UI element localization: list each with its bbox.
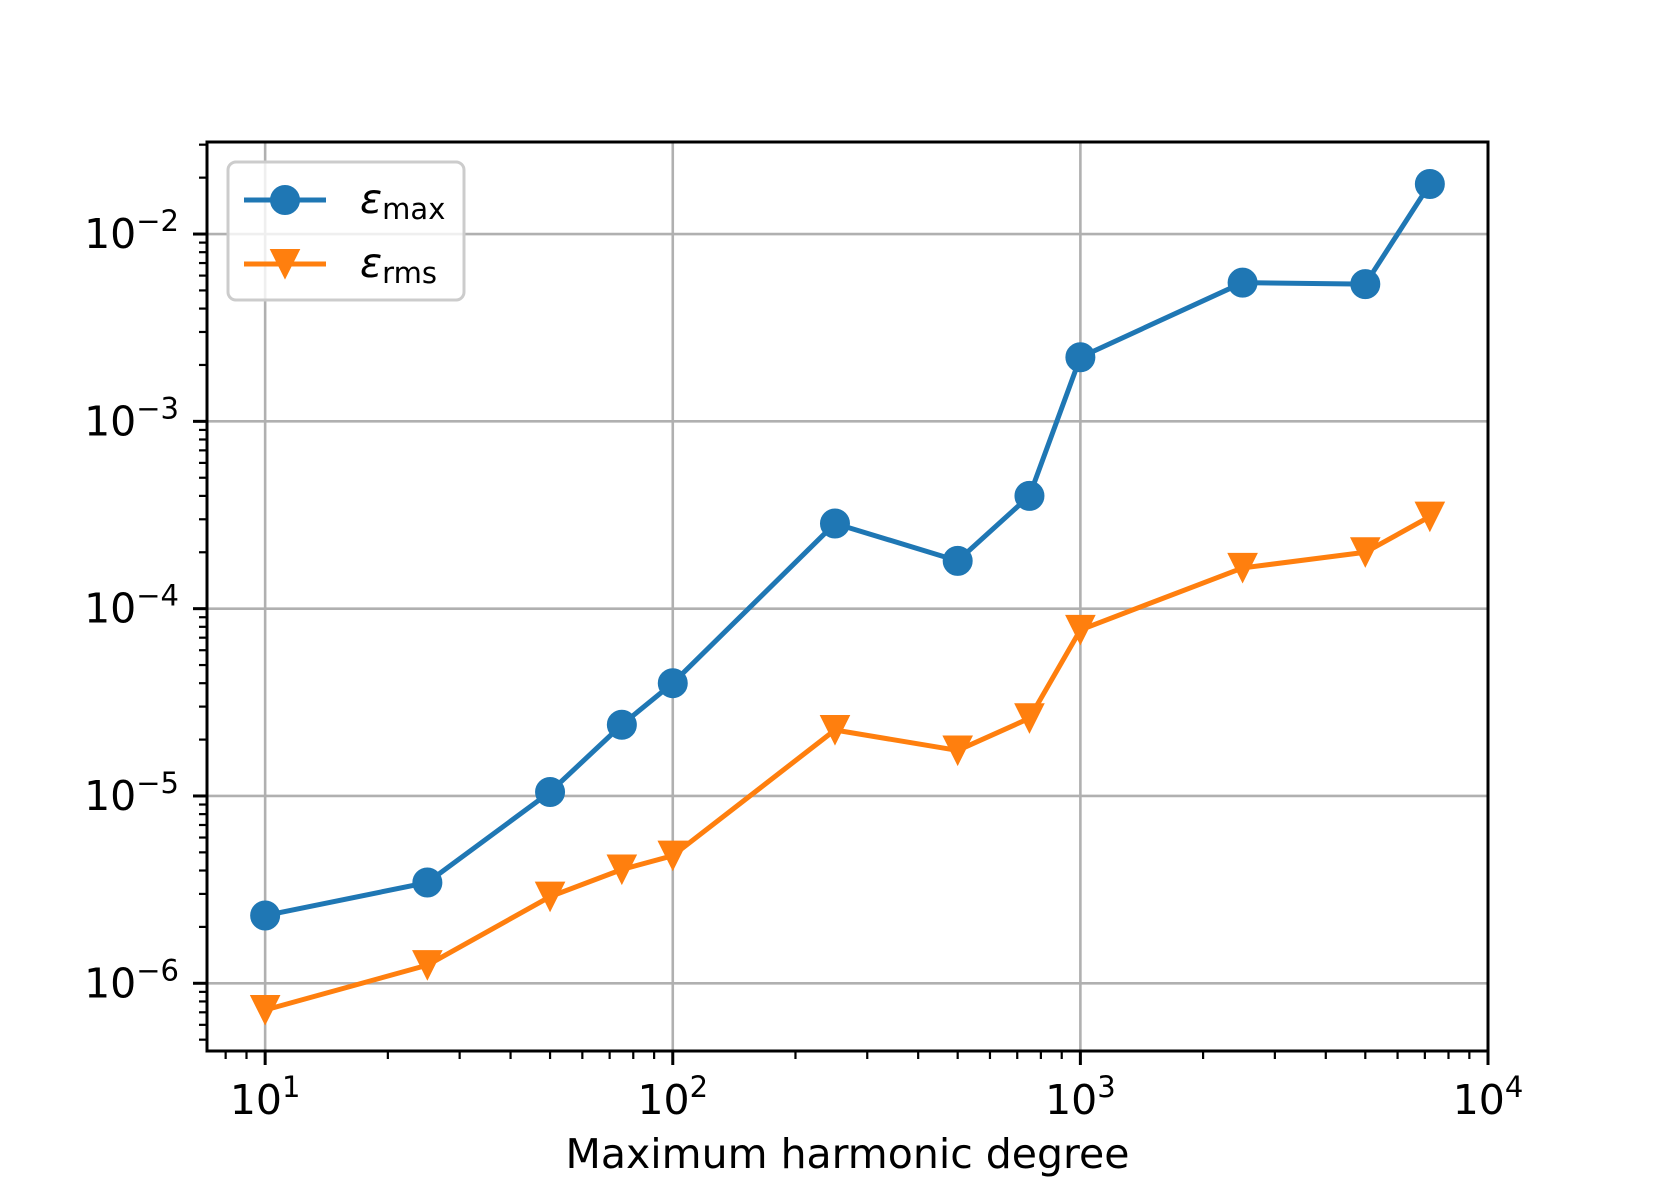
- series-max-marker: [250, 900, 281, 931]
- series-max-marker: [942, 545, 973, 576]
- y-tick-label: 10−4: [84, 579, 179, 633]
- x-tick-label-base: 10: [230, 1076, 282, 1124]
- x-tick-label: 104: [1453, 1070, 1524, 1124]
- series-max-marker: [1227, 267, 1258, 298]
- x-tick-label: 103: [1045, 1070, 1116, 1124]
- y-tick-label-exponent: −3: [136, 391, 179, 425]
- legend-label-symbol: ε: [360, 239, 382, 287]
- axes: [193, 140, 1490, 1065]
- y-tick-label: 10−5: [84, 766, 179, 820]
- series-rms-marker: [1014, 703, 1045, 734]
- series-max-marker: [606, 709, 637, 740]
- y-tick-label-base: 10: [84, 397, 136, 445]
- y-tick-label-base: 10: [84, 772, 136, 820]
- series-rms-marker: [412, 950, 443, 981]
- series-max-marker: [657, 668, 688, 699]
- plot-series: [249, 168, 1446, 1026]
- legend-entry: εmax: [244, 175, 445, 226]
- y-tick-label-base: 10: [84, 959, 136, 1007]
- legend-label-subscript: rms: [382, 256, 437, 290]
- x-tick-label: 102: [637, 1070, 708, 1124]
- series-rms-line: [264, 514, 1432, 1013]
- series-max-marker: [1350, 269, 1381, 300]
- x-tick-label-exponent: 1: [282, 1070, 300, 1104]
- y-tick-label: 10−2: [84, 204, 179, 258]
- legend-marker-handle: [270, 185, 300, 215]
- x-tick-label-base: 10: [1453, 1076, 1505, 1124]
- y-tick-label: 10−3: [84, 391, 179, 445]
- x-tick-label-exponent: 4: [1505, 1070, 1523, 1104]
- series-rms-marker: [606, 854, 638, 886]
- legend-entry: εrms: [244, 239, 437, 290]
- x-tick-label-exponent: 3: [1097, 1070, 1115, 1104]
- series-max-marker: [1414, 168, 1445, 199]
- y-tick-label-base: 10: [84, 210, 136, 258]
- series-rms-marker: [819, 715, 851, 746]
- series-rms-marker: [1227, 552, 1258, 584]
- legend-marker-handle: [269, 249, 301, 280]
- y-tick-label-base: 10: [84, 585, 136, 633]
- y-tick-label-exponent: −5: [136, 766, 179, 800]
- series-max-line: [264, 182, 1432, 918]
- series-rms-marker: [1349, 537, 1381, 568]
- y-tick-label-exponent: −6: [136, 953, 179, 987]
- series-max-marker: [1065, 342, 1096, 373]
- series-max-marker: [1014, 480, 1045, 511]
- y-tick-label: 10−6: [84, 953, 179, 1007]
- series-max-marker: [412, 867, 443, 898]
- legend-label-symbol: ε: [360, 175, 382, 223]
- x-tick-label-base: 10: [1045, 1076, 1097, 1124]
- x-tick-label-base: 10: [637, 1076, 689, 1124]
- x-tick-label: 101: [230, 1070, 301, 1124]
- legend-label: εmax: [360, 175, 445, 226]
- series-max: [250, 168, 1445, 931]
- x-tick-label-exponent: 2: [690, 1070, 708, 1104]
- y-tick-label-exponent: −2: [136, 204, 179, 238]
- series-rms-marker: [249, 995, 281, 1026]
- series-max-marker: [819, 508, 850, 539]
- series-rms-marker: [657, 840, 689, 872]
- series-rms-marker: [534, 881, 566, 913]
- series-rms-marker: [1414, 501, 1446, 533]
- legend-label-subscript: max: [382, 192, 445, 226]
- x-axis-label: Maximum harmonic degree: [566, 1130, 1130, 1178]
- series-max-marker: [535, 777, 566, 807]
- plot-frame: [205, 140, 1490, 1053]
- series-rms-marker: [942, 735, 973, 767]
- series-rms: [249, 501, 1446, 1026]
- legend-label: εrms: [360, 239, 437, 290]
- y-tick-label-exponent: −4: [136, 579, 179, 613]
- series-rms-marker: [1065, 614, 1096, 646]
